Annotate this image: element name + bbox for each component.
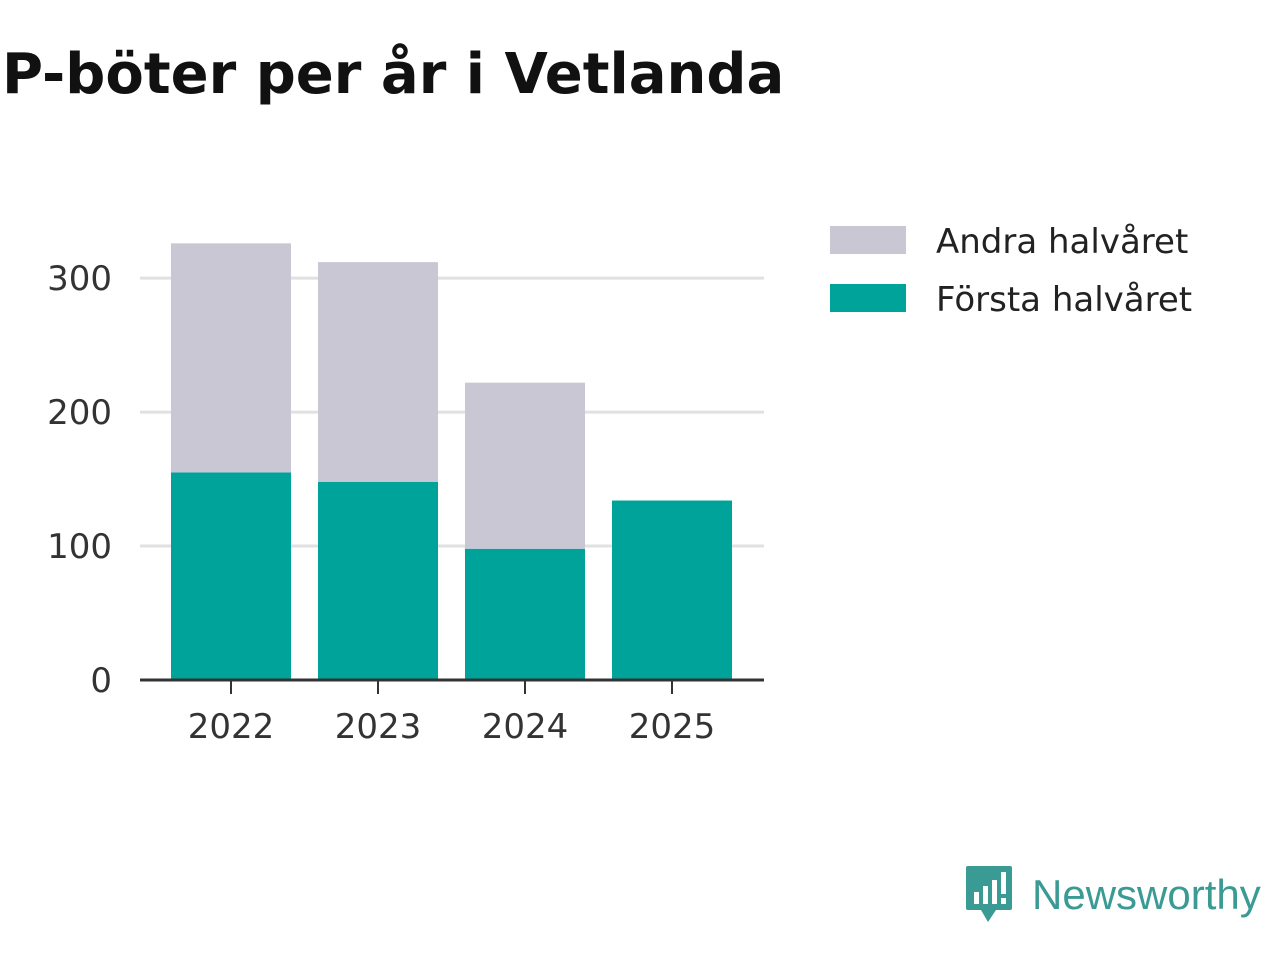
y-tick-label: 0 xyxy=(90,661,112,701)
y-tick-label: 100 xyxy=(47,527,112,567)
legend-swatch xyxy=(830,226,906,254)
chart-title: P-böter per år i Vetlanda xyxy=(2,42,785,107)
x-tick-label: 2024 xyxy=(482,707,569,747)
legend-swatch xyxy=(830,284,906,312)
tick-labels: 0 100 200 300 2022 2023 2024 2025 xyxy=(47,259,715,747)
x-tick-label: 2022 xyxy=(188,707,275,747)
bar-2024-andra xyxy=(465,382,585,549)
newsworthy-logo-icon xyxy=(966,866,1012,922)
x-tick-label: 2023 xyxy=(335,707,422,747)
legend-label: Första halvåret xyxy=(936,280,1192,320)
bar-2024-forsta xyxy=(465,548,585,680)
y-tick-label: 200 xyxy=(47,393,112,433)
bar-2022-forsta xyxy=(171,472,291,680)
bar-2023-andra xyxy=(318,262,438,482)
brand: Newsworthy xyxy=(964,864,1261,926)
legend: Andra halvåret Första halvåret xyxy=(830,222,1192,320)
bars xyxy=(171,243,732,680)
bar-2025-forsta xyxy=(612,500,732,680)
x-tick-label: 2025 xyxy=(629,707,716,747)
bar-2022-andra xyxy=(171,243,291,473)
axes xyxy=(140,678,764,694)
bar-2023-forsta xyxy=(318,481,438,680)
brand-name: Newsworthy xyxy=(1032,871,1261,918)
y-tick-label: 300 xyxy=(47,259,112,299)
legend-label: Andra halvåret xyxy=(936,222,1188,262)
